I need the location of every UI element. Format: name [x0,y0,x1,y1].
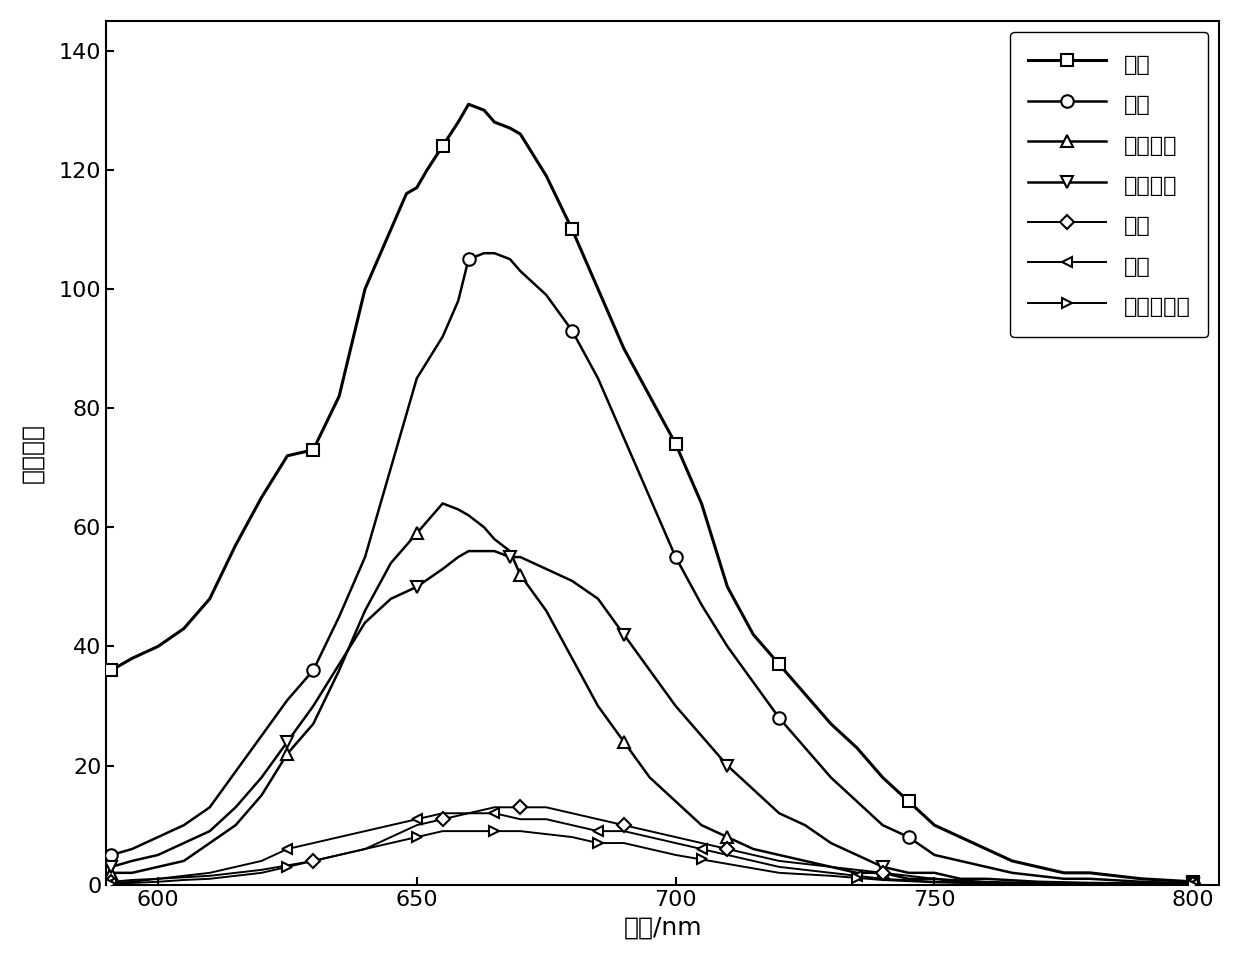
X-axis label: 波长/nm: 波长/nm [624,915,702,939]
Legend: 甲苯, 氯仿, 乙酸乙酯, 四氢吵嘎, 甲醇, 乙脹, 二甲基亚砧: 甲苯, 氯仿, 乙酸乙酯, 四氢吵嘎, 甲醇, 乙脹, 二甲基亚砧 [1011,32,1208,337]
Y-axis label: 荧光发射: 荧光发射 [21,422,45,483]
